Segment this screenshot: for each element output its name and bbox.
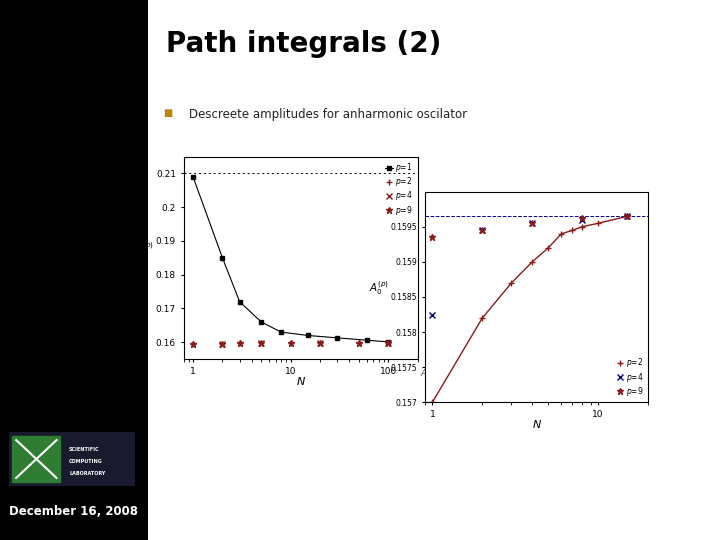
Legend: $p$=2, $p$=4, $p$=9: $p$=2, $p$=4, $p$=9: [615, 356, 644, 399]
Text: ■: ■: [163, 108, 173, 118]
Text: Descreete amplitudes for anharmonic oscilator: Descreete amplitudes for anharmonic osci…: [189, 108, 467, 121]
Text: December 16, 2008: December 16, 2008: [9, 505, 138, 518]
Text: LABORATORY: LABORATORY: [69, 471, 106, 476]
Text: SCIENTIFIC: SCIENTIFIC: [69, 447, 99, 452]
Y-axis label: $A_0^{(p)}$: $A_0^{(p)}$: [135, 240, 155, 258]
X-axis label: N: N: [297, 377, 305, 387]
Y-axis label: $A_0^{(p)}$: $A_0^{(p)}$: [369, 279, 389, 297]
X-axis label: N: N: [532, 420, 541, 430]
Text: $A_\infty^{(p)}$: $A_\infty^{(p)}$: [420, 367, 438, 381]
Text: COMPUTING: COMPUTING: [69, 459, 103, 464]
Legend: $p$=1, $p$=2, $p$=4, $p$=9: $p$=1, $p$=2, $p$=4, $p$=9: [384, 160, 414, 218]
Text: Path integrals (2): Path integrals (2): [166, 30, 441, 58]
